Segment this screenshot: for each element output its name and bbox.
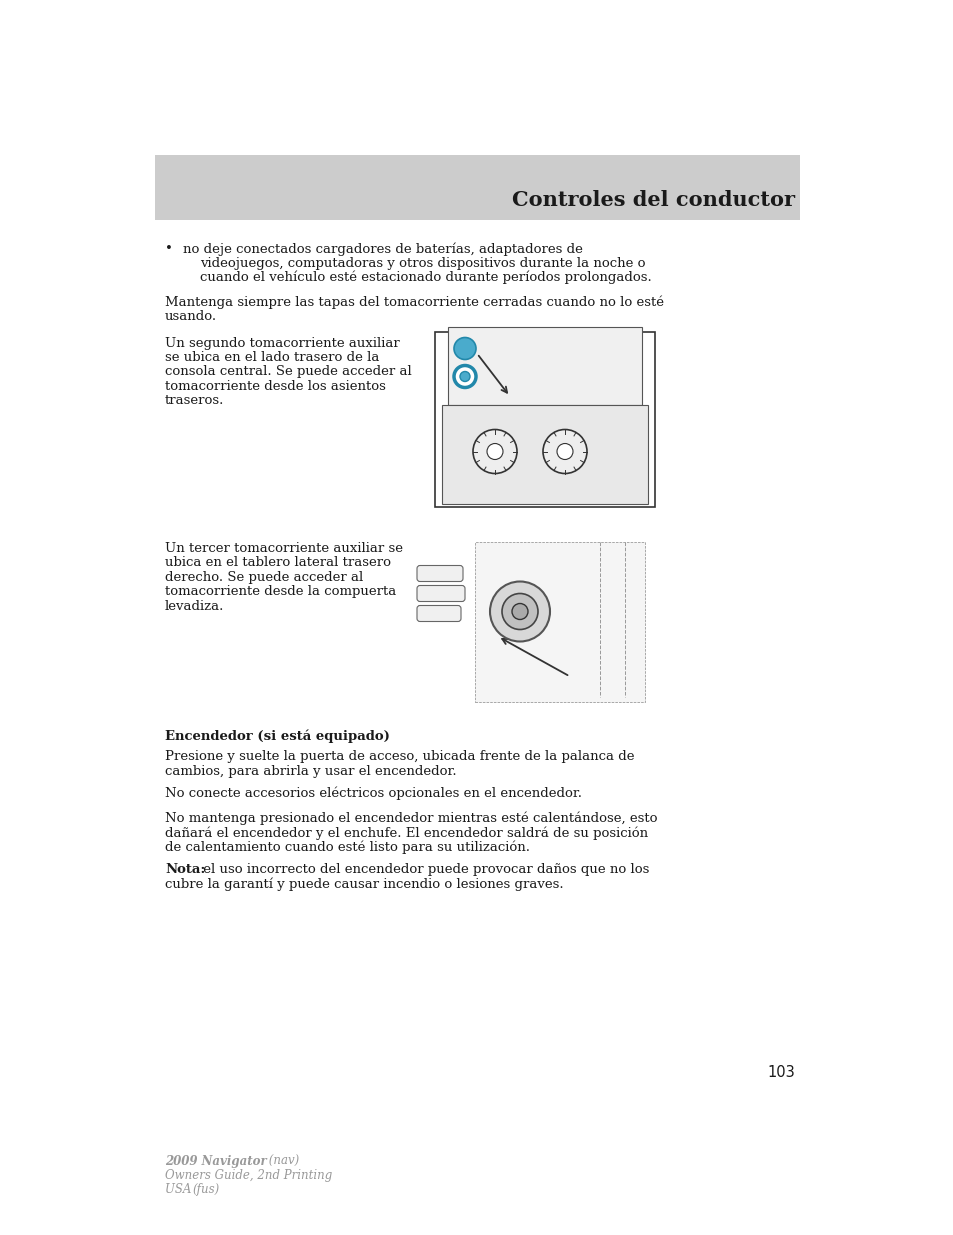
Circle shape bbox=[473, 430, 517, 473]
FancyBboxPatch shape bbox=[416, 566, 462, 582]
Text: Un segundo tomacorriente auxiliar: Un segundo tomacorriente auxiliar bbox=[165, 336, 399, 350]
Text: (nav): (nav) bbox=[265, 1155, 299, 1168]
Bar bbox=[154, 156, 800, 220]
Text: consola central. Se puede acceder al: consola central. Se puede acceder al bbox=[165, 366, 412, 378]
Text: Nota:: Nota: bbox=[165, 863, 205, 876]
Bar bbox=[435, 331, 655, 506]
Text: No mantenga presionado el encendedor mientras esté calentándose, esto: No mantenga presionado el encendedor mie… bbox=[165, 811, 657, 825]
Text: cubre la garantí y puede causar incendio o lesiones graves.: cubre la garantí y puede causar incendio… bbox=[165, 878, 563, 890]
Text: cuando el vehículo esté estacionado durante períodos prolongados.: cuando el vehículo esté estacionado dura… bbox=[200, 270, 651, 284]
Circle shape bbox=[454, 337, 476, 359]
Text: levadiza.: levadiza. bbox=[165, 599, 224, 613]
Text: •: • bbox=[165, 242, 172, 254]
Text: videojuegos, computadoras y otros dispositivos durante la noche o: videojuegos, computadoras y otros dispos… bbox=[200, 257, 645, 269]
Bar bbox=[448, 326, 641, 405]
Circle shape bbox=[490, 582, 550, 641]
Text: Presione y suelte la puerta de acceso, ubicada frente de la palanca de: Presione y suelte la puerta de acceso, u… bbox=[165, 750, 634, 763]
Text: 103: 103 bbox=[766, 1065, 794, 1079]
Text: Encendedor (si está equipado): Encendedor (si está equipado) bbox=[165, 730, 390, 743]
Text: USA: USA bbox=[165, 1183, 195, 1195]
Text: Un tercer tomacorriente auxiliar se: Un tercer tomacorriente auxiliar se bbox=[165, 541, 402, 555]
Text: Mantenga siempre las tapas del tomacorriente cerradas cuando no lo esté: Mantenga siempre las tapas del tomacorri… bbox=[165, 295, 663, 309]
Text: no deje conectados cargadores de baterías, adaptadores de: no deje conectados cargadores de batería… bbox=[183, 242, 582, 256]
Text: derecho. Se puede acceder al: derecho. Se puede acceder al bbox=[165, 571, 363, 583]
Text: 2009 Navigator: 2009 Navigator bbox=[165, 1155, 267, 1168]
Circle shape bbox=[542, 430, 586, 473]
Text: de calentamiento cuando esté listo para su utilización.: de calentamiento cuando esté listo para … bbox=[165, 841, 530, 853]
Circle shape bbox=[459, 372, 470, 382]
Text: se ubica en el lado trasero de la: se ubica en el lado trasero de la bbox=[165, 351, 379, 364]
Text: (fus): (fus) bbox=[192, 1183, 219, 1195]
FancyBboxPatch shape bbox=[416, 605, 460, 621]
Text: el uso incorrecto del encendedor puede provocar daños que no los: el uso incorrecto del encendedor puede p… bbox=[199, 863, 649, 876]
Text: ubica en el tablero lateral trasero: ubica en el tablero lateral trasero bbox=[165, 556, 391, 569]
FancyBboxPatch shape bbox=[416, 585, 464, 601]
Bar bbox=[441, 405, 647, 504]
Text: tomacorriente desde la compuerta: tomacorriente desde la compuerta bbox=[165, 585, 395, 598]
Text: traseros.: traseros. bbox=[165, 394, 224, 408]
Circle shape bbox=[486, 443, 502, 459]
Circle shape bbox=[512, 604, 527, 620]
Text: usando.: usando. bbox=[165, 310, 217, 324]
Circle shape bbox=[557, 443, 573, 459]
Circle shape bbox=[454, 366, 476, 388]
Bar bbox=[475, 541, 644, 701]
Text: No conecte accesorios eléctricos opcionales en el encendedor.: No conecte accesorios eléctricos opciona… bbox=[165, 787, 581, 800]
Circle shape bbox=[501, 594, 537, 630]
Text: Controles del conductor: Controles del conductor bbox=[512, 190, 794, 210]
Text: dañará el encendedor y el enchufe. El encendedor saldrá de su posición: dañará el encendedor y el enchufe. El en… bbox=[165, 826, 647, 840]
Text: cambios, para abrirla y usar el encendedor.: cambios, para abrirla y usar el encended… bbox=[165, 764, 456, 778]
Text: Owners Guide, 2nd Printing: Owners Guide, 2nd Printing bbox=[165, 1170, 332, 1182]
Text: tomacorriente desde los asientos: tomacorriente desde los asientos bbox=[165, 380, 385, 393]
